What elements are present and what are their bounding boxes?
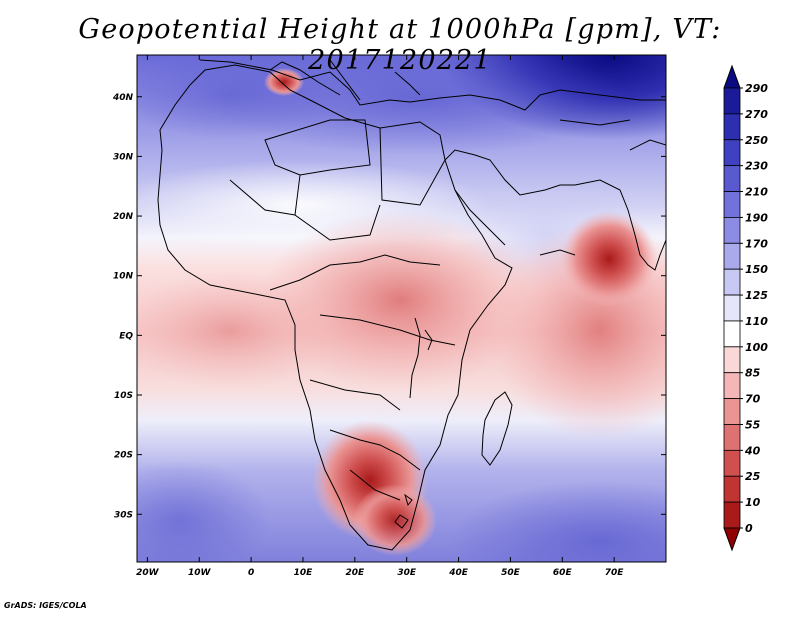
lon-tick-label: 70E: [605, 568, 625, 578]
coastlines: [157, 59, 666, 551]
colorbar-segment: [723, 294, 741, 322]
colorbar-segment: [723, 424, 741, 451]
lon-tick-label: 0: [248, 568, 254, 578]
colorbar-label: 55: [745, 418, 761, 431]
colorbar-label: 170: [745, 237, 768, 250]
lat-tick-label: 10S: [114, 391, 133, 401]
colorbar-label: 290: [745, 82, 768, 95]
colorbar-bottom-arrow: [723, 527, 741, 552]
colorbar-label: 210: [745, 186, 768, 199]
lon-tick-label: 50E: [501, 568, 521, 578]
colorbar-segment: [723, 165, 741, 192]
lon-tick-label: 20E: [345, 568, 365, 578]
lat-tick-label: EQ: [119, 331, 133, 341]
colorbar-label: 270: [745, 108, 768, 121]
colorbar-segment: [723, 449, 741, 477]
colorbar-segment: [723, 320, 741, 348]
colorbar-segment: [723, 217, 741, 244]
colorbar-label: 110: [745, 315, 768, 328]
colorbar-label: 70: [745, 393, 761, 406]
colorbar-segment: [723, 398, 741, 425]
lat-tick-label: 30S: [114, 510, 133, 520]
colorbar-label: 125: [745, 289, 768, 302]
map-title: Geopotential Height at 1000hPa [gpm], VT…: [78, 14, 722, 76]
colorbar-label: 85: [745, 367, 761, 380]
lat-tick-label: 30N: [113, 152, 134, 162]
colorbar-label: 250: [745, 134, 768, 147]
colorbar-label: 150: [745, 263, 768, 276]
colorbar-label: 10: [745, 496, 761, 509]
colorbar-label: 100: [745, 341, 768, 354]
lat-tick-label: 20S: [114, 451, 133, 461]
plot-frame: [136, 54, 667, 563]
colorbar-label: 0: [745, 522, 753, 535]
lon-tick-label: 30E: [397, 568, 417, 578]
southern-africa-low: [353, 484, 437, 556]
colorbar-segment: [723, 87, 741, 115]
lat-tick-label: 10N: [113, 272, 134, 282]
credit-text: GrADS: IGES/COLA: [4, 601, 87, 610]
colorbar-label: 190: [745, 211, 768, 224]
colorbar-segment: [723, 268, 741, 296]
colorbar-segment: [723, 346, 741, 374]
colorbar-segment: [723, 191, 741, 218]
colorbar: 2902702502302101901701501251101008570554…: [723, 64, 768, 552]
colorbar-segment: [723, 113, 741, 141]
lon-tick-label: 40E: [448, 568, 469, 578]
colorbar-segment: [723, 501, 741, 529]
colorbar-segment: [723, 372, 741, 399]
colorbar-label: 230: [745, 160, 768, 173]
colorbar-label: 40: [744, 444, 761, 457]
lon-tick-label: 20W: [136, 568, 160, 578]
lon-tick-label: 60E: [553, 568, 573, 578]
lat-tick-label: 40N: [112, 93, 134, 103]
colorbar-segment: [723, 475, 741, 503]
lon-tick-label: 10W: [188, 568, 212, 578]
colorbar-label: 25: [745, 470, 761, 483]
lon-tick-label: 10E: [294, 568, 314, 578]
colorbar-segment: [723, 242, 741, 270]
arabian-sea-low: [561, 211, 657, 307]
height-field: [137, 55, 666, 562]
axes: 20W 10W 0 10E 20E 30E 40E 50E 60E 70E 40N 30N 20N 10N…: [112, 55, 666, 578]
colorbar-segment: [723, 139, 741, 167]
lat-tick-label: 20N: [113, 212, 134, 222]
